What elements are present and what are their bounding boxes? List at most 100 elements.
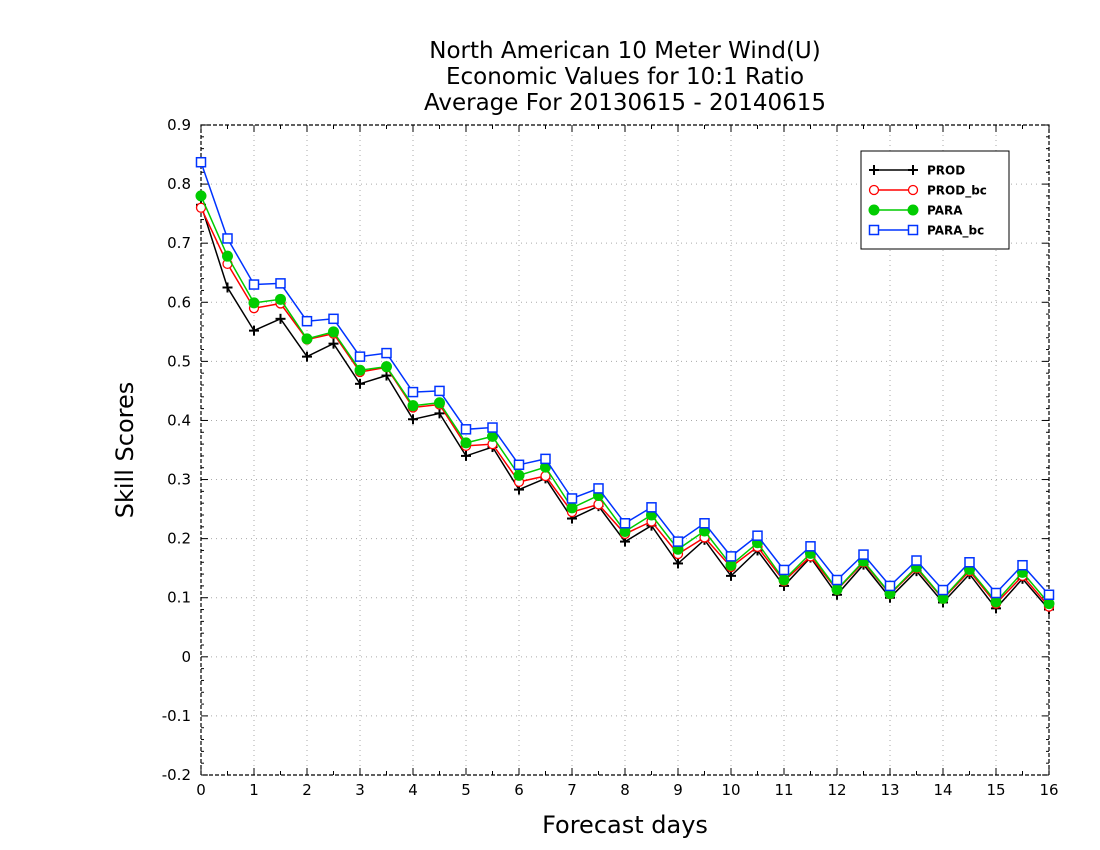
- point-PROD-9: [434, 408, 445, 419]
- point-PROD-3: [275, 313, 286, 324]
- y-tick-label-2: 0: [181, 648, 191, 666]
- x-tick-label-16: 16: [1039, 781, 1058, 799]
- point-PARA-6: [354, 364, 366, 376]
- point-PARA_bc-15: [593, 483, 604, 494]
- x-tick-label-1: 1: [249, 781, 259, 799]
- point-PARA_bc-27: [911, 555, 922, 566]
- legend-marker-left-PROD: [869, 165, 879, 175]
- x-tick-label-2: 2: [302, 781, 312, 799]
- legend-label-PARA_bc: PARA_bc: [927, 224, 984, 239]
- point-PARA-30: [990, 596, 1002, 608]
- y-tick-label-7: 0.5: [167, 352, 191, 370]
- point-PARA_bc-23: [805, 541, 816, 552]
- x-tick-label-14: 14: [933, 781, 952, 799]
- point-PARA_bc-6: [354, 351, 366, 362]
- point-PARA-5: [328, 326, 339, 338]
- point-PROD-10: [461, 450, 471, 461]
- point-PARA_bc-20: [725, 551, 737, 562]
- series-PARA_bc: [195, 156, 1055, 601]
- y-tick-label-3: 0.1: [167, 589, 191, 607]
- series-PARA: [195, 190, 1055, 610]
- point-PARA_bc-4: [301, 315, 313, 327]
- legend-marker-right-PARA: [907, 204, 919, 216]
- point-PARA-10: [460, 437, 472, 449]
- point-PARA-8: [407, 400, 419, 412]
- y-tick-label-9: 0.7: [167, 234, 191, 252]
- point-PARA-2: [248, 297, 260, 309]
- point-PARA-1: [222, 250, 233, 262]
- legend-marker-left-PARA_bc: [868, 224, 880, 236]
- point-PARA_bc-26: [884, 580, 896, 592]
- x-tick-label-8: 8: [620, 781, 630, 799]
- x-tick-label-4: 4: [408, 781, 418, 799]
- point-PROD-20: [726, 570, 736, 581]
- point-PARA-22: [778, 574, 790, 586]
- point-PROD-5: [328, 338, 339, 349]
- point-PROD_bc-15: [593, 499, 604, 510]
- point-PARA_bc-10: [460, 424, 472, 435]
- point-PARA-7: [381, 361, 392, 373]
- point-PARA_bc-13: [540, 453, 551, 465]
- point-PARA_bc-16: [619, 518, 631, 529]
- point-PARA-0: [195, 190, 207, 202]
- y-tick-label-6: 0.4: [167, 411, 191, 429]
- y-tick-label-8: 0.6: [167, 293, 191, 311]
- point-PARA_bc-29: [964, 557, 975, 568]
- point-PARA_bc-22: [778, 564, 790, 576]
- legend-marker-right-PROD_bc: [907, 184, 919, 196]
- legend-box: [860, 150, 1010, 250]
- y-tick-label-4: 0.2: [167, 530, 191, 548]
- series-PROD: [196, 199, 1054, 615]
- x-tick-label-3: 3: [355, 781, 365, 799]
- point-PARA_bc-8: [407, 386, 419, 398]
- legend-label-PROD_bc: PROD_bc: [927, 184, 987, 199]
- legend-marker-left-PROD_bc: [868, 184, 880, 196]
- legend: PROD PROD_bc PARA PARA_bc: [860, 150, 1010, 250]
- legend-label-PROD: PROD: [927, 164, 965, 178]
- legend-item-PARA: PARA: [868, 204, 963, 218]
- series-line-PROD_bc: [200, 207, 1050, 608]
- point-PARA-24: [831, 583, 843, 595]
- point-PROD-6: [355, 378, 365, 389]
- x-tick-label-11: 11: [774, 781, 793, 799]
- point-PARA_bc-21: [752, 530, 763, 541]
- legend-marker-left-PARA: [868, 204, 880, 216]
- point-PARA_bc-25: [858, 549, 869, 560]
- point-PROD-18: [673, 558, 683, 569]
- point-PARA_bc-0: [195, 156, 207, 168]
- point-PARA_bc-7: [381, 347, 392, 359]
- point-PARA_bc-3: [275, 278, 286, 289]
- point-PARA-3: [275, 293, 286, 305]
- point-PARA_bc-11: [487, 422, 498, 433]
- series-lines: [195, 156, 1055, 615]
- y-tick-label-11: 0.9: [167, 116, 191, 134]
- x-tick-label-12: 12: [827, 781, 846, 799]
- title-line-2: Economic Values for 10:1 Ratio: [446, 64, 804, 90]
- chart-title: North American 10 Meter Wind(U) Economic…: [424, 38, 826, 116]
- point-PROD-2: [249, 325, 259, 336]
- point-PROD-8: [408, 414, 418, 425]
- legend-marker-right-PARA_bc: [907, 224, 919, 236]
- point-PARA_bc-24: [831, 574, 843, 586]
- point-PARA-20: [725, 559, 737, 571]
- point-PARA-4: [301, 333, 313, 345]
- y-axis-label: Skill Scores: [111, 382, 139, 519]
- x-tick-label-5: 5: [461, 781, 471, 799]
- point-PARA_bc-19: [699, 518, 710, 529]
- axes: 0 1 2 3 4 5 6 7 8 9 10 11 12 13 14 15 16-0.2-0.100.10.20…: [162, 116, 1059, 799]
- title-line-1: North American 10 Meter Wind(U): [429, 38, 821, 64]
- point-PARA_bc-30: [990, 587, 1002, 599]
- x-tick-label-7: 7: [567, 781, 577, 799]
- x-tick-label-15: 15: [986, 781, 1005, 799]
- y-tick-label-0: -0.2: [162, 766, 191, 784]
- series-PROD_bc: [195, 202, 1055, 612]
- point-PARA_bc-2: [248, 279, 260, 290]
- point-PARA-32: [1043, 598, 1055, 610]
- point-PARA_bc-18: [672, 536, 684, 547]
- title-line-3: Average For 20130615 - 20140615: [424, 90, 826, 116]
- legend-item-PROD: PROD: [869, 164, 965, 178]
- point-PARA_bc-28: [937, 584, 949, 596]
- point-PARA_bc-17: [646, 502, 657, 513]
